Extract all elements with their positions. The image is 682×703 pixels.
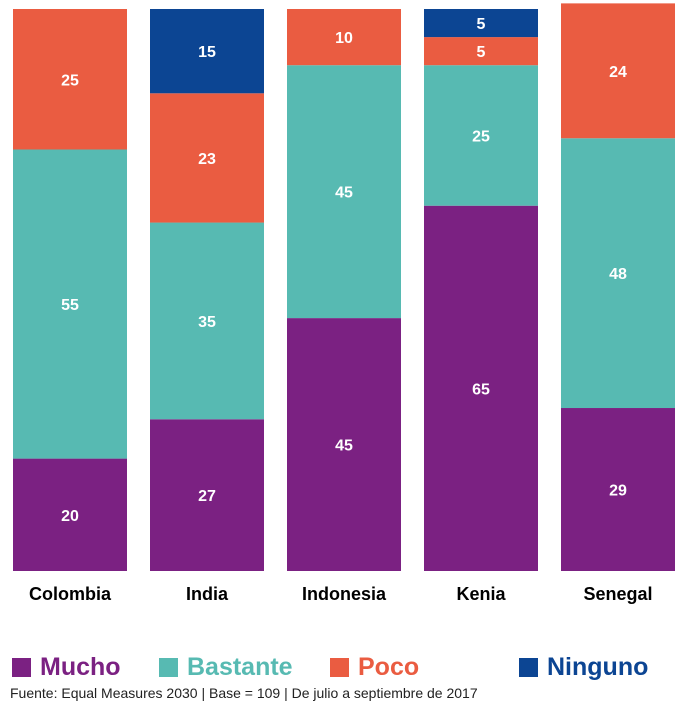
data-label-ninguno: 5 <box>477 16 486 33</box>
data-label-bastante: 55 <box>61 297 79 314</box>
data-label-bastante: 35 <box>198 314 216 331</box>
category-label: Senegal <box>583 584 652 604</box>
data-label-poco: 23 <box>198 151 216 168</box>
category-label: India <box>186 584 229 604</box>
data-label-poco: 10 <box>335 30 353 47</box>
bar-segment-poco <box>287 9 401 66</box>
data-label-mucho: 27 <box>198 488 216 505</box>
data-label-mucho: 45 <box>335 438 353 455</box>
source-note: Fuente: Equal Measures 2030 | Base = 109… <box>10 685 478 701</box>
category-label: Kenia <box>456 584 506 604</box>
legend-item-mucho: Mucho <box>12 650 121 684</box>
legend-item-ninguno: Ninguno <box>519 650 648 684</box>
bar-segment-ninguno <box>424 9 538 38</box>
legend-swatch-mucho <box>12 657 31 677</box>
legend-swatch-poco <box>330 657 349 677</box>
category-label: Indonesia <box>302 584 387 604</box>
data-label-ninguno: 15 <box>198 44 216 61</box>
bar-segment-mucho <box>561 408 675 571</box>
legend: Mucho Bastante Poco Ninguno <box>12 650 672 684</box>
stacked-bar-chart: 205525Colombia27352315India454510Indones… <box>13 3 675 604</box>
legend-label-bastante: Bastante <box>187 653 293 681</box>
data-label-poco: 24 <box>609 64 627 81</box>
category-label: Colombia <box>29 584 112 604</box>
legend-label-ninguno: Ninguno <box>547 653 649 681</box>
data-label-poco: 25 <box>61 72 79 89</box>
data-label-bastante: 25 <box>472 128 490 145</box>
bar-segment-poco <box>13 9 127 150</box>
bar-segment-bastante <box>287 65 401 319</box>
bar-segment-bastante <box>13 149 127 459</box>
bar-segment-bastante <box>424 65 538 206</box>
data-label-poco: 5 <box>477 44 486 61</box>
bar-segment-mucho <box>287 318 401 571</box>
bar-segment-ninguno <box>150 9 264 94</box>
bar-segment-poco <box>561 3 675 139</box>
data-label-mucho: 65 <box>472 381 490 398</box>
legend-swatch-bastante <box>159 657 178 677</box>
bar-segment-mucho <box>150 419 264 571</box>
bar-segment-poco <box>424 37 538 66</box>
data-label-mucho: 20 <box>61 508 79 525</box>
legend-label-poco: Poco <box>358 653 420 681</box>
bar-segment-poco <box>150 93 264 223</box>
data-label-mucho: 29 <box>609 483 627 500</box>
legend-label-mucho: Mucho <box>40 653 121 681</box>
data-label-bastante: 45 <box>335 185 353 202</box>
bar-segment-bastante <box>561 138 675 409</box>
legend-swatch-ninguno <box>519 657 538 677</box>
bar-segment-bastante <box>150 222 264 420</box>
bar-segment-mucho <box>13 458 127 571</box>
data-label-bastante: 48 <box>609 266 627 283</box>
legend-item-bastante: Bastante <box>159 650 293 684</box>
legend-item-poco: Poco <box>330 650 419 684</box>
bar-segment-mucho <box>424 205 538 571</box>
